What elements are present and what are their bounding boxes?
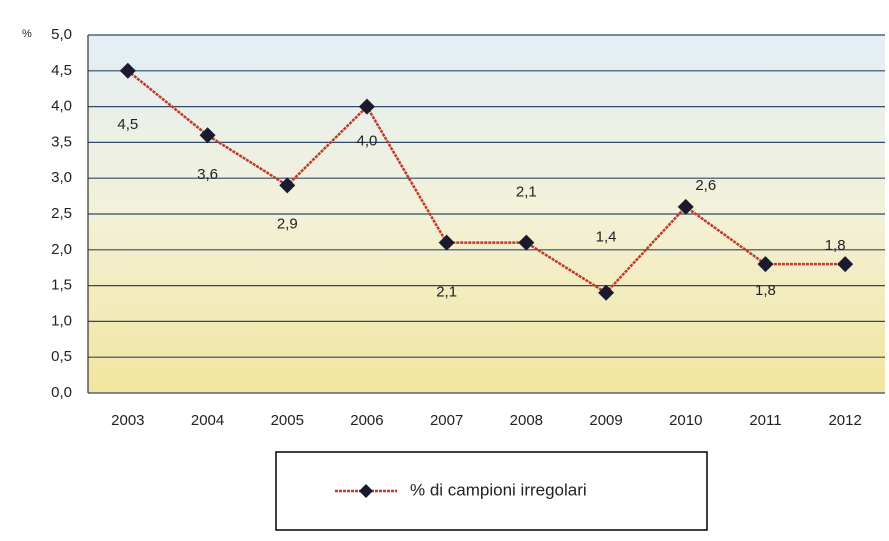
x-tick-label: 2007 — [430, 412, 463, 429]
x-tick-label: 2008 — [510, 412, 543, 429]
x-tick-label: 2011 — [749, 412, 781, 429]
data-label: 4,0 — [357, 133, 378, 150]
y-axis-label: % — [22, 28, 32, 40]
data-label: 2,9 — [277, 215, 298, 232]
data-point — [438, 234, 455, 251]
data-label: 2,1 — [516, 184, 537, 201]
x-tick-label: 2010 — [669, 412, 702, 429]
y-tick-label: 3,5 — [51, 133, 72, 150]
y-tick-label: 0,0 — [51, 384, 72, 401]
data-label: 1,8 — [825, 237, 846, 254]
data-point — [279, 177, 296, 194]
data-point — [358, 98, 375, 115]
data-point — [119, 62, 136, 79]
data-label: 4,5 — [117, 116, 138, 133]
y-tick-label: 1,5 — [51, 277, 72, 294]
y-tick-label: 4,0 — [51, 98, 72, 115]
data-line — [127, 69, 846, 295]
data-point — [677, 198, 694, 215]
x-tick-label: 2003 — [111, 412, 144, 429]
y-tick-label: 2,0 — [51, 241, 72, 258]
x-tick-label: 2009 — [589, 412, 622, 429]
y-tick-label: 1,0 — [51, 312, 72, 329]
data-label: 1,8 — [755, 282, 776, 299]
legend-label: % di campioni irregolari — [410, 480, 587, 499]
y-tick-label: 5,0 — [51, 26, 72, 43]
x-tick-label: 2005 — [271, 412, 304, 429]
data-label: 2,6 — [695, 177, 716, 194]
x-tick-label: 2012 — [828, 412, 861, 429]
data-point — [598, 284, 615, 301]
data-label: 2,1 — [436, 284, 457, 301]
data-point — [518, 234, 535, 251]
x-tick-label: 2006 — [350, 412, 383, 429]
legend-marker — [359, 484, 373, 498]
data-label: 1,4 — [596, 229, 617, 246]
data-label: 3,6 — [197, 166, 218, 183]
y-tick-label: 0,5 — [51, 348, 72, 365]
x-tick-label: 2004 — [191, 412, 224, 429]
y-tick-label: 4,5 — [51, 62, 72, 79]
y-tick-label: 2,5 — [51, 205, 72, 222]
data-point — [199, 127, 216, 144]
y-tick-label: 3,0 — [51, 169, 72, 186]
data-point — [757, 256, 774, 273]
data-point — [837, 256, 854, 273]
